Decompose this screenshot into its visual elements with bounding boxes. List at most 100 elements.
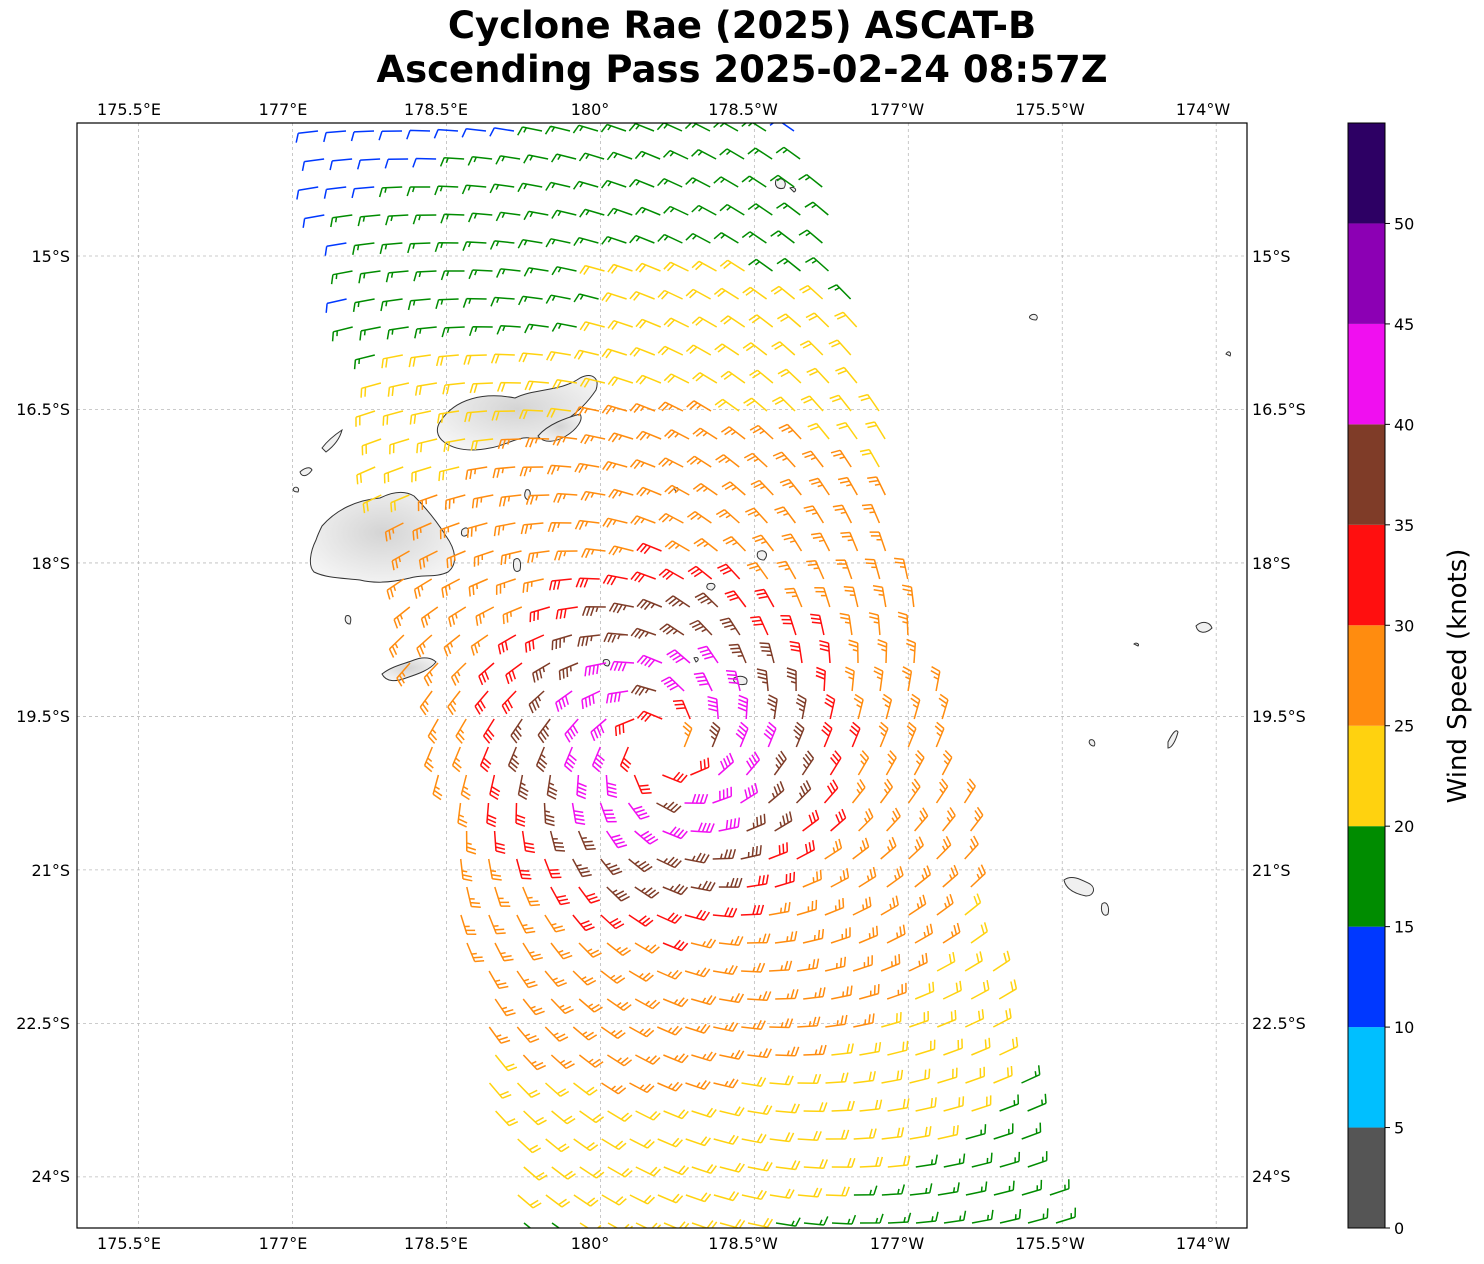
wind-barb xyxy=(879,778,894,804)
wind-barb xyxy=(776,257,801,272)
wind-barb xyxy=(323,186,347,199)
wind-barb xyxy=(606,886,630,902)
wind-barb xyxy=(602,460,628,472)
wind-barb xyxy=(350,130,375,142)
wind-barb xyxy=(930,666,941,692)
wind-barb xyxy=(608,488,634,499)
wind-barb xyxy=(393,606,411,629)
wind-barb xyxy=(471,494,494,509)
wind-barb xyxy=(970,806,984,832)
wind-barb xyxy=(748,258,773,272)
wind-barb xyxy=(551,1166,576,1180)
wind-barb xyxy=(461,127,487,138)
wind-barb xyxy=(825,1014,848,1028)
wind-barb xyxy=(662,826,688,840)
wind-barb xyxy=(737,694,749,720)
wind-barb xyxy=(573,293,599,303)
wind-barb xyxy=(778,423,802,440)
wind-barb xyxy=(802,809,820,832)
wind-barb xyxy=(461,184,487,195)
gridlines xyxy=(77,123,1247,1228)
wind-barb xyxy=(329,158,353,171)
wind-barb xyxy=(1027,1208,1049,1224)
wind-barb xyxy=(808,477,830,496)
wind-barb xyxy=(803,1159,828,1170)
wind-barb xyxy=(409,410,432,425)
wind-barb xyxy=(628,858,653,873)
wind-barb xyxy=(965,1124,987,1140)
wind-barb xyxy=(435,354,459,367)
wind-barb xyxy=(719,1049,745,1060)
wind-barb xyxy=(660,676,685,692)
wind-barb xyxy=(934,721,945,748)
wind-barb xyxy=(894,557,909,580)
wind-barb xyxy=(524,323,549,334)
wind-barb xyxy=(578,886,601,904)
wind-barb xyxy=(553,492,578,503)
wind-barb xyxy=(573,349,599,360)
colorbar-swatches xyxy=(1348,123,1385,1228)
wind-barb xyxy=(691,204,717,216)
wind-barb xyxy=(806,367,830,384)
wind-barb xyxy=(914,865,932,888)
wind-barb xyxy=(776,202,801,216)
wind-barb xyxy=(802,928,825,944)
wind-barb xyxy=(831,1214,857,1225)
wind-barb xyxy=(435,298,459,310)
wind-barb xyxy=(859,1156,884,1168)
wind-barb xyxy=(523,154,549,164)
wind-barb xyxy=(552,435,578,446)
wind-barb xyxy=(719,617,741,636)
wind-barb xyxy=(545,1138,570,1153)
wind-barb xyxy=(463,354,487,365)
wind-barb xyxy=(658,568,685,580)
wind-barb xyxy=(913,749,925,776)
wind-barb xyxy=(605,830,628,849)
lon-tick-label: 177°E xyxy=(259,1234,308,1253)
lon-tick-label: 178.5°W xyxy=(708,1234,778,1253)
wind-barb xyxy=(520,522,544,535)
wind-barb xyxy=(756,668,769,692)
wind-barb xyxy=(964,1009,985,1028)
wind-barb xyxy=(573,1194,599,1207)
wind-barb xyxy=(714,398,740,412)
wind-barb xyxy=(672,699,691,720)
wind-barb xyxy=(572,180,599,190)
wind-barb xyxy=(605,690,629,704)
wind-barb xyxy=(741,1189,767,1201)
wind-barb xyxy=(713,176,739,188)
wind-barb xyxy=(489,183,515,194)
wind-barb xyxy=(800,395,824,412)
wind-barb xyxy=(709,721,721,748)
wind-barb xyxy=(908,894,927,916)
colorbar-tick-label: 10 xyxy=(1394,1018,1414,1037)
wind-barb xyxy=(448,606,467,627)
wind-barb xyxy=(859,1213,884,1224)
wind-barb xyxy=(413,578,433,599)
wind-barb xyxy=(881,1012,902,1028)
wind-barb xyxy=(769,1018,794,1029)
wind-barb xyxy=(915,1211,939,1224)
wind-barb xyxy=(798,229,823,244)
wind-barb xyxy=(993,1123,1014,1140)
colorbar-swatch xyxy=(1348,223,1385,324)
wind-barb xyxy=(465,466,488,480)
wind-barb xyxy=(573,1082,598,1096)
lat-tick-label: 15°S xyxy=(31,247,70,266)
wind-barb xyxy=(802,869,822,888)
wind-barb xyxy=(684,793,709,804)
colorbar-swatch xyxy=(1348,323,1385,425)
wind-barb xyxy=(797,1073,822,1084)
wind-barb xyxy=(384,522,404,542)
wind-barb xyxy=(412,214,437,225)
colorbar-ticks: 0 5 10 15 20 25 30 35 40 45 50 xyxy=(1385,214,1414,1238)
wind-barb xyxy=(832,504,853,524)
wind-barb xyxy=(901,666,913,692)
wind-barb xyxy=(525,494,550,505)
wind-barb xyxy=(775,1103,800,1114)
wind-barb xyxy=(824,956,847,972)
wind-barb xyxy=(691,1107,717,1118)
wind-barb xyxy=(630,627,657,639)
wind-barb xyxy=(831,985,853,1000)
wind-barb xyxy=(496,324,521,335)
